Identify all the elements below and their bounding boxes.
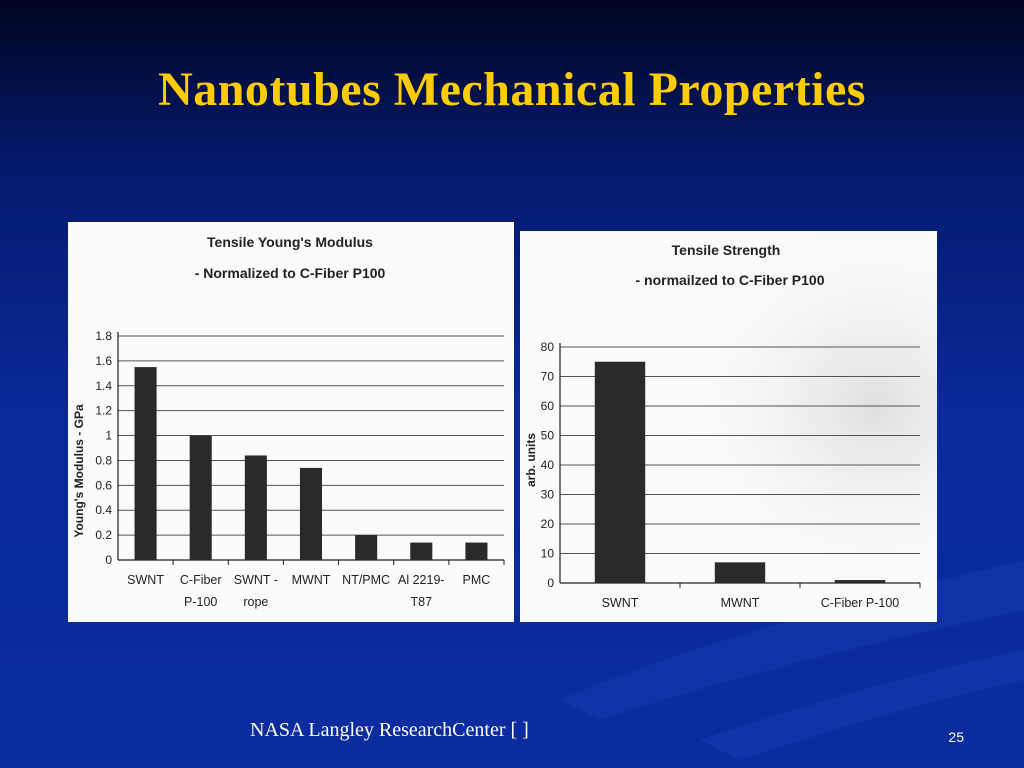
y-tick-label: 60 [541,399,555,413]
slide-title: Nanotubes Mechanical Properties [158,63,866,116]
y-tick-label: 50 [541,429,555,443]
y-tick-label: 1 [105,429,112,443]
bar [134,367,157,560]
y-axis-label: arb. units [524,433,538,487]
footer-credit: NASA Langley ResearchCenter [ ] [250,719,529,741]
chart-title: Tensile Young's Modulus [207,234,373,250]
x-tick-label: C-Fiber P-100 [821,596,900,610]
chart-subtitle: - normailzed to C-Fiber P100 [635,272,824,288]
y-tick-label: 0.6 [95,478,112,492]
bar [189,435,212,560]
x-tick-label: rope [243,595,268,609]
x-tick-label: MWNT [292,573,331,587]
bar [355,535,378,560]
y-tick-label: 20 [541,517,555,531]
x-tick-label: PMC [463,573,491,587]
x-tick-label: NT/PMC [342,573,390,587]
chart-panel-youngs-modulus: Tensile Young's Modulus - Normalized to … [68,222,514,622]
bar [714,562,766,583]
chart-title: Tensile Strength [672,242,781,258]
youngs-modulus-chart: Tensile Young's Modulus - Normalized to … [72,234,505,609]
y-tick-label: 40 [541,458,555,472]
scan-shading [520,231,937,622]
bar [834,580,886,583]
y-axis-label: Young's Modulus - GPa [72,404,86,538]
tensile-strength-chart: Tensile Strength - normailzed to C-Fiber… [520,231,937,622]
x-tick-label: MWNT [721,596,760,610]
x-tick-label: P-100 [184,595,217,609]
bar [299,467,323,560]
bar [465,542,488,560]
x-tick-label: Al 2219- [398,573,445,587]
y-tick-label: 0 [105,553,112,567]
y-tick-label: 0 [547,576,554,590]
y-tick-label: 10 [541,547,555,561]
x-tick-label: SWNT [127,573,164,587]
y-tick-label: 0.8 [95,453,112,467]
bar [594,361,646,583]
x-tick-label: T87 [411,595,433,609]
x-tick-label: C-Fiber [180,573,222,587]
y-tick-label: 1.8 [95,329,112,343]
y-tick-label: 0.4 [95,503,112,517]
chart-subtitle: - Normalized to C-Fiber P100 [195,265,386,281]
y-tick-label: 70 [541,370,555,384]
chart-panel-tensile-strength: Tensile Strength - normailzed to C-Fiber… [520,231,937,622]
page-number: 25 [948,729,964,745]
y-tick-label: 1.2 [95,404,112,418]
y-tick-label: 0.2 [95,528,112,542]
x-tick-label: SWNT - [234,573,278,587]
bar [410,542,433,560]
y-tick-label: 80 [541,340,555,354]
y-tick-label: 1.6 [95,354,112,368]
x-tick-label: SWNT [602,596,639,610]
y-tick-label: 1.4 [95,379,112,393]
y-tick-label: 30 [541,488,555,502]
bar [244,455,267,560]
